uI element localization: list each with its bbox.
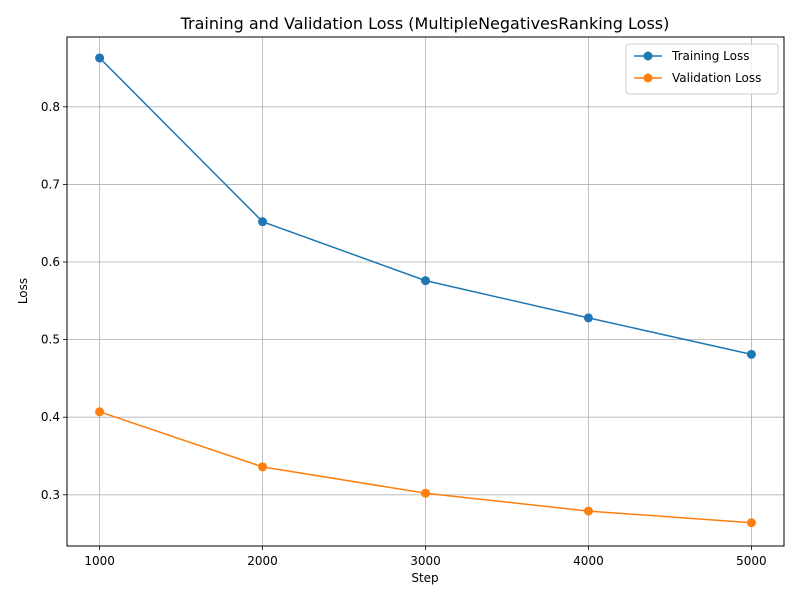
x-tick-label: 1000	[84, 554, 115, 568]
legend: Training Loss Validation Loss	[625, 43, 779, 95]
x-tick-label: 2000	[247, 554, 278, 568]
x-axis-label: Step	[411, 571, 438, 585]
y-tick-label: 0.8	[41, 100, 60, 114]
x-tick-label: 4000	[573, 554, 604, 568]
training-loss-point	[421, 276, 430, 286]
validation-loss-point	[258, 462, 268, 472]
validation-loss-point	[421, 488, 430, 498]
y-axis-label: Loss	[16, 278, 30, 304]
training-loss-point	[95, 53, 105, 63]
y-tick-label: 0.4	[41, 410, 60, 424]
y-tick-label: 0.6	[41, 255, 60, 269]
x-tick-label: 5000	[736, 554, 767, 568]
legend-label-training-loss: Training Loss	[671, 49, 749, 63]
validation-loss-point	[95, 407, 105, 417]
training-loss-point	[258, 217, 268, 227]
legend-marker-validation-loss	[643, 73, 653, 83]
training-loss-point	[583, 313, 593, 323]
validation-loss-point	[583, 506, 593, 516]
series-layer	[95, 53, 756, 528]
legend-box	[625, 43, 779, 95]
y-tick-label: 0.3	[41, 488, 60, 502]
chart-title: Training and Validation Loss (MultipleNe…	[180, 14, 670, 33]
validation-loss-point	[746, 518, 756, 528]
legend-marker-training-loss	[643, 51, 653, 61]
x-tick-label: 3000	[410, 554, 441, 568]
training-loss-point	[746, 349, 756, 359]
y-axis: 0.3 0.4 0.5 0.6 0.7 0.8	[41, 100, 67, 502]
y-tick-label: 0.5	[41, 333, 60, 347]
legend-label-validation-loss: Validation Loss	[672, 71, 761, 85]
x-axis: 1000 2000 3000 4000 5000	[84, 546, 767, 568]
y-tick-label: 0.7	[41, 177, 60, 191]
grid	[67, 37, 784, 546]
